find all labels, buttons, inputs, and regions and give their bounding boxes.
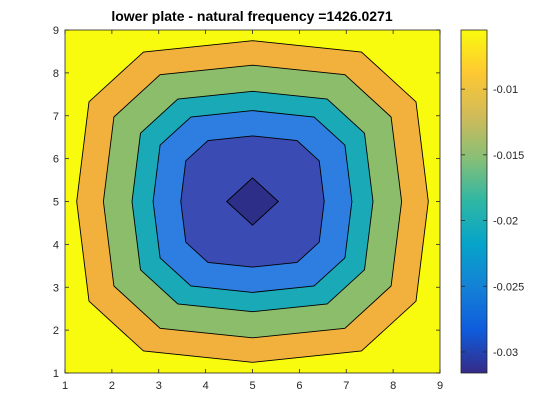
plot-axes: 1 2 3 4 5 6 7 8 9 1 2 3 4 5 6 7 8 9 [53, 25, 443, 392]
x-tick-label: 6 [296, 380, 302, 392]
y-tick-label: 9 [53, 25, 59, 37]
x-tick-label: 2 [109, 380, 115, 392]
colorbar-tick-label: -0.02 [493, 216, 518, 228]
x-tick-label: 9 [437, 380, 443, 392]
colorbar-tick-label: -0.025 [493, 281, 524, 293]
colorbar: -0.01 -0.015 -0.02 -0.025 -0.03 [460, 29, 524, 374]
colorbar-tick-label: -0.01 [493, 84, 518, 96]
x-tick-label: 3 [156, 380, 162, 392]
plot-area [65, 30, 440, 373]
y-tick-label: 1 [53, 368, 59, 380]
contour-level-6 [226, 177, 279, 226]
colorbar-tick-label: -0.03 [493, 347, 518, 359]
y-tick-label: 3 [53, 282, 59, 294]
x-tick-label: 7 [343, 380, 349, 392]
x-tick-label: 5 [249, 380, 255, 392]
y-tick-label: 8 [53, 68, 59, 80]
y-tick-label: 4 [53, 239, 59, 251]
x-tick-label: 4 [203, 380, 209, 392]
y-tick-label: 5 [53, 197, 59, 209]
chart-title: lower plate - natural frequency =1426.02… [111, 8, 393, 24]
colorbar-bar [460, 29, 488, 374]
y-tick-label: 7 [53, 111, 59, 123]
x-tick-label: 1 [62, 380, 68, 392]
y-tick-label: 6 [53, 154, 59, 166]
y-tick-label: 2 [53, 325, 59, 337]
x-tick-label: 8 [390, 380, 396, 392]
colorbar-tick-label: -0.015 [493, 150, 524, 162]
